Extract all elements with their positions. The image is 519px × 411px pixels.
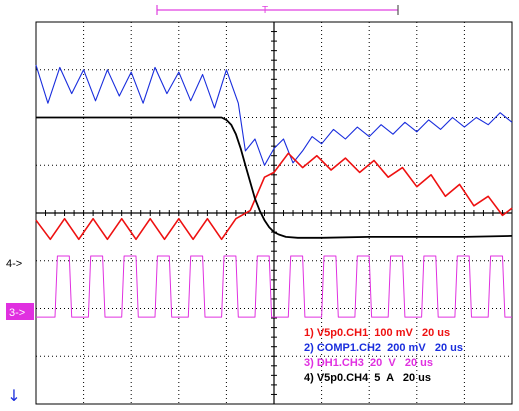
legend-entry-1: 1) V5p0.CH1 100 mV 20 us	[304, 327, 450, 339]
channel-4-marker-label: 4->	[6, 258, 22, 270]
trigger-position-arrow-icon: ↓	[7, 386, 20, 405]
channel-3-marker: 3->	[6, 303, 34, 320]
legend-entry-2: 2) COMP1.CH2 200 mV 20 us	[304, 342, 463, 354]
channel-3-marker-label: 3->	[9, 307, 25, 319]
trigger-label: T	[262, 5, 268, 16]
legend-entry-4: 4) V5p0.CH4 5 A 20 us	[304, 372, 431, 384]
channel-4-marker: 4->	[6, 258, 22, 270]
legend-entry-3: 3) DH1.CH3 20 V 20 us	[304, 357, 433, 369]
